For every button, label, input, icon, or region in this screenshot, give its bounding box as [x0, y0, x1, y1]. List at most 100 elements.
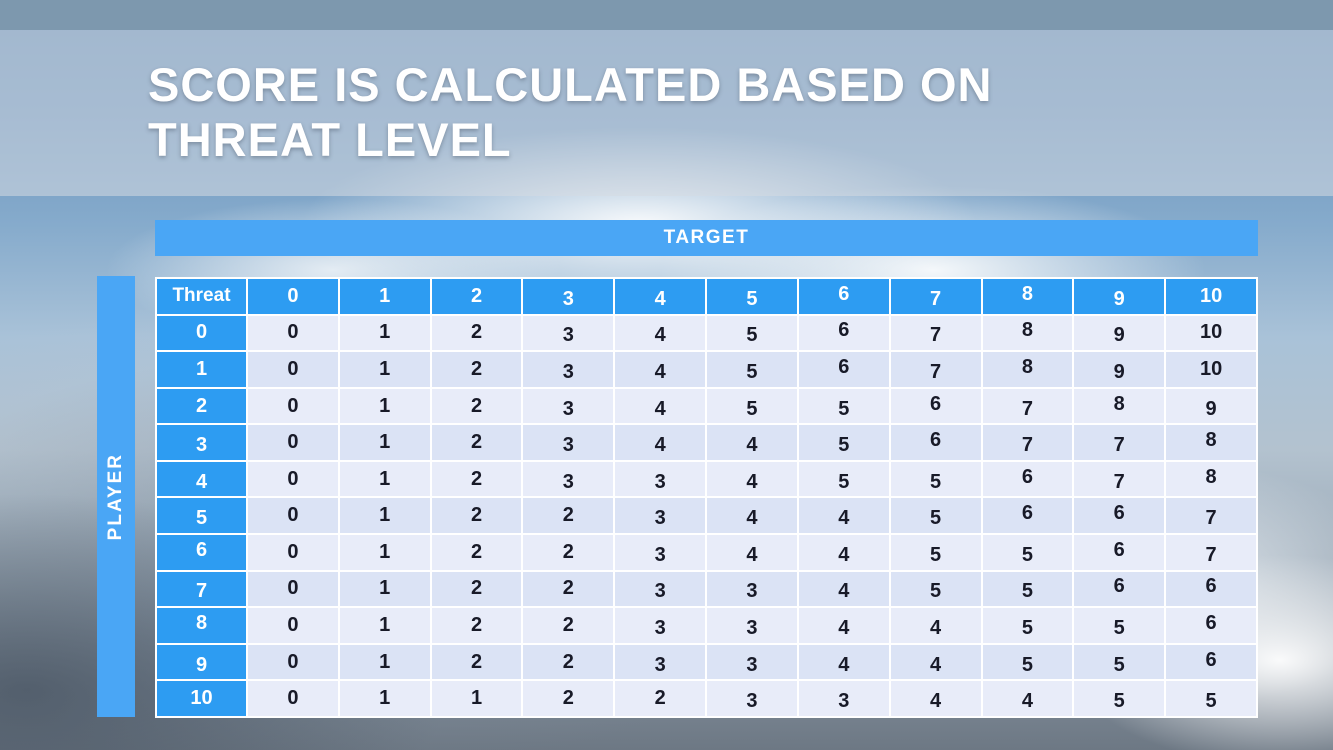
- score-cell: 3: [613, 533, 708, 572]
- score-cell: 4: [980, 679, 1075, 718]
- score-table: Threat 0 1 2 3 4 5 6 7 8 9 10 0 0 1 2 3 4 5 6 7 8 9 10 1 0 1 2 3 4 5 6 7…: [155, 277, 1258, 718]
- score-cell: 5: [796, 459, 891, 499]
- score-cell: 5: [705, 386, 799, 426]
- score-cell: 1: [337, 606, 432, 645]
- score-cell: 1: [337, 313, 432, 353]
- score-cell: 0: [246, 569, 340, 609]
- score-cell: 4: [613, 386, 708, 426]
- score-cell: 0: [246, 533, 340, 572]
- score-cell: 2: [429, 350, 524, 389]
- score-cell: 3: [613, 459, 708, 499]
- score-cell: 0: [246, 386, 340, 426]
- score-cell: 6: [1072, 569, 1167, 609]
- score-cell: 4: [613, 313, 708, 353]
- score-cell: 4: [613, 423, 708, 462]
- score-cell: 2: [521, 569, 616, 609]
- score-cell: 3: [705, 606, 799, 645]
- score-cell: 5: [980, 642, 1075, 682]
- column-header: 0: [246, 277, 340, 316]
- score-cell: 8: [980, 350, 1075, 389]
- score-cell: 1: [337, 423, 432, 462]
- score-cell: 5: [796, 386, 891, 426]
- score-cell: 0: [246, 350, 340, 389]
- score-cell: 2: [521, 606, 616, 645]
- score-cell: 2: [429, 459, 524, 499]
- score-cell: 6: [980, 459, 1075, 499]
- score-cell: 10: [1164, 313, 1258, 353]
- score-cell: 7: [1072, 459, 1167, 499]
- score-cell: 2: [429, 569, 524, 609]
- score-cell: 3: [705, 642, 799, 682]
- corner-header-threat: Threat: [155, 277, 248, 316]
- column-header: 9: [1072, 277, 1167, 316]
- score-cell: 5: [705, 350, 799, 389]
- score-cell: 1: [337, 533, 432, 572]
- score-cell: 2: [521, 496, 616, 536]
- score-cell: 3: [521, 459, 616, 499]
- score-cell: 7: [888, 350, 983, 389]
- score-cell: 0: [246, 496, 340, 536]
- table-row: 0 0 1 2 3 4 5 6 7 8 9 10: [155, 313, 1258, 353]
- header-row: Threat 0 1 2 3 4 5 6 7 8 9 10: [155, 277, 1258, 316]
- column-header: 2: [429, 277, 524, 316]
- score-cell: 10: [1164, 350, 1258, 389]
- score-cell: 6: [1072, 496, 1167, 536]
- score-cell: 4: [705, 423, 799, 462]
- score-cell: 3: [613, 569, 708, 609]
- score-cell: 3: [705, 679, 799, 718]
- score-cell: 0: [246, 423, 340, 462]
- score-cell: 3: [521, 386, 616, 426]
- score-cell: 1: [337, 386, 432, 426]
- score-cell: 5: [980, 606, 1075, 645]
- row-header: 8: [155, 606, 248, 645]
- score-cell: 3: [613, 496, 708, 536]
- score-cell: 3: [521, 423, 616, 462]
- score-cell: 1: [337, 350, 432, 389]
- score-cell: 5: [980, 533, 1075, 572]
- score-cell: 2: [429, 423, 524, 462]
- score-cell: 1: [337, 642, 432, 682]
- score-cell: 2: [613, 679, 708, 718]
- target-axis-bar: TARGET: [155, 220, 1258, 256]
- score-cell: 6: [796, 313, 891, 353]
- score-cell: 3: [613, 606, 708, 645]
- row-header: 2: [155, 386, 248, 426]
- row-header: 10: [155, 679, 248, 718]
- score-cell: 4: [705, 533, 799, 572]
- column-header: 8: [980, 277, 1075, 316]
- column-header: 3: [521, 277, 616, 316]
- score-cell: 2: [521, 642, 616, 682]
- score-cell: 2: [429, 496, 524, 536]
- player-axis-bar: PLAYER: [97, 276, 135, 717]
- score-cell: 1: [337, 496, 432, 536]
- column-header: 5: [705, 277, 799, 316]
- score-cell: 6: [796, 350, 891, 389]
- row-header: 7: [155, 569, 248, 609]
- score-cell: 4: [888, 606, 983, 645]
- player-label: PLAYER: [105, 452, 126, 541]
- score-cell: 5: [888, 459, 983, 499]
- target-label: TARGET: [663, 227, 750, 248]
- score-cell: 4: [796, 569, 891, 609]
- score-cell: 5: [705, 313, 799, 353]
- score-cell: 7: [1072, 423, 1167, 462]
- score-cell: 9: [1164, 386, 1258, 426]
- score-cell: 5: [1072, 679, 1167, 718]
- score-cell: 2: [521, 533, 616, 572]
- score-cell: 0: [246, 459, 340, 499]
- row-header: 0: [155, 313, 248, 353]
- row-header: 3: [155, 423, 248, 462]
- score-cell: 4: [796, 533, 891, 572]
- score-cell: 0: [246, 313, 340, 353]
- score-cell: 6: [980, 496, 1075, 536]
- score-cell: 9: [1072, 313, 1167, 353]
- score-cell: 2: [429, 386, 524, 426]
- score-cell: 4: [796, 496, 891, 536]
- score-cell: 8: [1164, 423, 1258, 462]
- score-cell: 4: [888, 679, 983, 718]
- column-header: 10: [1164, 277, 1258, 316]
- score-cell: 1: [337, 679, 432, 718]
- score-cell: 7: [1164, 496, 1258, 536]
- score-cell: 1: [429, 679, 524, 718]
